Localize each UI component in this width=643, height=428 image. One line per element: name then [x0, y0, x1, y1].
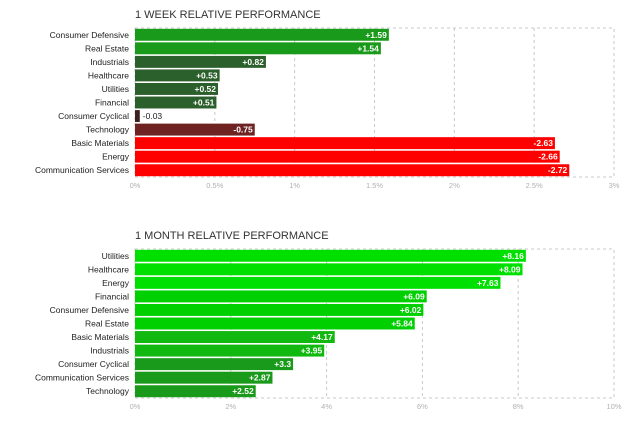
month-bar	[135, 290, 427, 303]
week-bar	[135, 28, 389, 41]
week-category-label: Energy	[102, 152, 130, 162]
month-value-label: +5.84	[391, 319, 413, 329]
week-bar	[135, 137, 555, 150]
month-category-label: Utilities	[102, 251, 129, 261]
month-bar	[135, 371, 273, 384]
week-chart-title: 1 WEEK RELATIVE PERFORMANCE	[135, 9, 321, 21]
week-category-label: Consumer Cyclical	[58, 111, 129, 121]
week-category-label: Healthcare	[88, 70, 129, 80]
month-tick-label: 4%	[321, 402, 332, 411]
week-category-label: Utilities	[102, 84, 129, 94]
month-value-label: +6.09	[403, 291, 425, 301]
month-chart-title: 1 MONTH RELATIVE PERFORMANCE	[135, 230, 329, 242]
month-tick-label: 6%	[417, 402, 428, 411]
week-bar	[135, 150, 560, 163]
month-category-label: Healthcare	[88, 264, 129, 274]
week-category-label: Communication Services	[35, 165, 129, 175]
week-value-label: -2.63	[534, 138, 554, 148]
month-category-label: Basic Materials	[71, 332, 129, 342]
week-tick-label: 3%	[609, 181, 620, 190]
month-category-label: Industrials	[90, 346, 129, 356]
month-category-label: Real Estate	[85, 319, 129, 329]
week-value-label: -0.03	[143, 111, 163, 121]
week-bar	[135, 82, 219, 95]
week-value-label: +1.54	[357, 43, 379, 53]
month-value-label: +7.63	[477, 278, 499, 288]
week-category-label: Consumer Defensive	[50, 30, 130, 40]
week-performance-chart: 1 WEEK RELATIVE PERFORMANCE 0% 0.5% 1% 1.5%…	[35, 9, 620, 190]
month-tick-label: 8%	[513, 402, 524, 411]
month-category-label: Consumer Cyclical	[58, 359, 129, 369]
week-tick-label: 2%	[449, 181, 460, 190]
month-value-label: +8.16	[502, 251, 524, 261]
month-value-label: +8.09	[499, 264, 521, 274]
week-tick-label: 2.5%	[526, 181, 543, 190]
month-category-label: Energy	[102, 278, 130, 288]
month-value-label: +3.95	[301, 346, 323, 356]
week-category-label: Real Estate	[85, 43, 129, 53]
month-performance-chart: 1 MONTH RELATIVE PERFORMANCE 0% 2% 4% 6% 8% 1…	[35, 230, 622, 411]
month-bar	[135, 263, 523, 276]
week-bar	[135, 69, 220, 82]
month-bar	[135, 303, 424, 316]
week-value-label: -0.75	[233, 125, 253, 135]
month-category-label: Financial	[95, 291, 129, 301]
month-category-label: Consumer Defensive	[50, 305, 130, 315]
month-value-label: +2.52	[232, 386, 254, 396]
week-plot-frame	[134, 27, 615, 178]
month-category-label: Communication Services	[35, 373, 129, 383]
week-bar	[135, 164, 570, 177]
month-tick-label: 0%	[130, 402, 141, 411]
week-bar	[135, 96, 217, 109]
month-bar	[135, 358, 294, 371]
week-tick-label: 1.5%	[366, 181, 383, 190]
month-value-label: +6.02	[400, 305, 422, 315]
week-tick-label: 0%	[130, 181, 141, 190]
week-bar	[135, 123, 255, 136]
week-value-label: +0.53	[196, 70, 218, 80]
month-plot-frame	[134, 248, 615, 399]
month-bar	[135, 317, 415, 330]
week-bar	[135, 42, 381, 55]
week-category-label: Technology	[86, 125, 130, 135]
month-tick-label: 2%	[225, 402, 236, 411]
week-value-label: -2.66	[538, 152, 558, 162]
week-category-label: Industrials	[90, 57, 129, 67]
week-tick-label: 1%	[289, 181, 300, 190]
month-bar	[135, 385, 256, 398]
month-bar	[135, 249, 526, 262]
week-bar	[135, 55, 266, 68]
week-value-label: +0.51	[193, 98, 215, 108]
month-bar	[135, 276, 501, 289]
week-value-label: +1.59	[365, 30, 387, 40]
week-value-label: +0.52	[195, 84, 217, 94]
week-value-label: -2.72	[548, 165, 568, 175]
week-value-label: +0.82	[242, 57, 264, 67]
month-value-label: +3.3	[274, 359, 291, 369]
month-bar	[135, 331, 335, 344]
month-tick-label: 10%	[606, 402, 621, 411]
month-value-label: +2.87	[249, 373, 271, 383]
week-category-label: Basic Materials	[71, 138, 129, 148]
month-bar	[135, 344, 325, 357]
month-value-label: +4.17	[311, 332, 333, 342]
week-category-label: Financial	[95, 98, 129, 108]
week-tick-label: 0.5%	[206, 181, 223, 190]
month-category-label: Technology	[86, 386, 130, 396]
week-bar	[135, 110, 140, 123]
